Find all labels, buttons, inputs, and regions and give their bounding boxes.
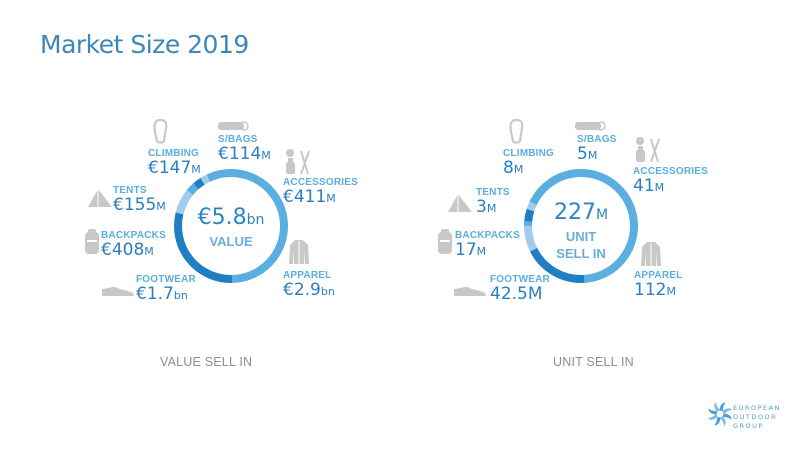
logo-petal — [714, 416, 721, 426]
donut-segment-sbags — [526, 201, 537, 212]
accessories-icon — [286, 149, 310, 175]
label-footwear: FOOTWEAR 42.5M — [490, 274, 550, 304]
label-apparel: APPAREL 112M — [634, 270, 683, 300]
logo-petal — [714, 402, 720, 412]
value-center-label: VALUE — [209, 234, 253, 249]
donut-segment-accessories — [529, 169, 582, 206]
label-sbags: S/BAGS €114M — [218, 134, 271, 164]
label-accessories: ACCESSORIES 41M — [633, 166, 708, 196]
logo-petal — [720, 416, 726, 426]
donut-segment-footwear — [174, 212, 233, 283]
label-sbags: S/BAGS 5M — [577, 134, 617, 164]
tent-icon — [448, 194, 472, 212]
logo-petal — [708, 408, 718, 415]
unit-total: 227 — [553, 200, 596, 225]
label-accessories: ACCESSORIES €411M — [283, 177, 358, 207]
value-total: €5.8 — [197, 205, 247, 230]
label-apparel: APPAREL €2.9bn — [283, 270, 335, 300]
value-center: €5.8bn VALUE — [170, 205, 292, 250]
label-backpacks: BACKPACKS €408M — [101, 230, 166, 260]
jacket-icon — [289, 240, 309, 264]
sleeping-bag-icon — [575, 121, 606, 131]
backpack-icon — [85, 229, 99, 254]
sleeping-bag-icon — [218, 121, 249, 131]
eog-logo — [708, 402, 732, 426]
donut-segment-tents — [186, 183, 199, 196]
value-donut — [174, 169, 289, 283]
label-tents: TENTS 3M — [476, 187, 510, 217]
value-caption: VALUE SELL IN — [160, 355, 253, 369]
logo-petal — [722, 413, 732, 420]
unit-center-label-2: SELL IN — [556, 246, 606, 261]
donut-segment-backpacks — [175, 190, 194, 215]
eog-logo-text: EUROPEAN OUTDOOR GROUP — [733, 404, 781, 430]
donut-segment-sbags — [200, 174, 211, 185]
label-backpacks: BACKPACKS 17M — [455, 230, 520, 260]
unit-caption: UNIT SELL IN — [553, 355, 634, 369]
tent-icon — [88, 189, 112, 207]
logo-petal — [722, 408, 732, 414]
donut-segment-climbing — [524, 208, 535, 222]
unit-center: 227M UNIT SELL IN — [520, 200, 642, 262]
label-climbing: CLIMBING €147M — [148, 148, 201, 178]
page-title: Market Size 2019 — [40, 30, 249, 59]
unit-center-label: UNIT — [565, 229, 597, 244]
label-tents: TENTS €155M — [113, 185, 166, 215]
label-climbing: CLIMBING 8M — [503, 148, 555, 178]
shoe-icon — [102, 286, 134, 296]
unit-donut — [524, 169, 638, 283]
donut-segment-accessories — [206, 169, 232, 182]
logo-petal — [708, 414, 718, 420]
donut-segment-climbing — [193, 177, 205, 190]
jacket-icon — [641, 242, 661, 266]
carabiner-icon — [509, 118, 524, 144]
donut-segment-apparel — [580, 169, 638, 283]
carabiner-icon — [153, 118, 168, 144]
logo-petal — [719, 402, 726, 412]
backpack-icon — [438, 229, 452, 254]
label-footwear: FOOTWEAR €1.7bn — [136, 274, 196, 304]
donut-segment-footwear — [530, 247, 585, 283]
accessories-icon — [636, 137, 660, 163]
shoe-icon — [454, 286, 486, 296]
donut-segment-backpacks — [524, 225, 538, 252]
donut-segment-apparel — [230, 169, 289, 283]
